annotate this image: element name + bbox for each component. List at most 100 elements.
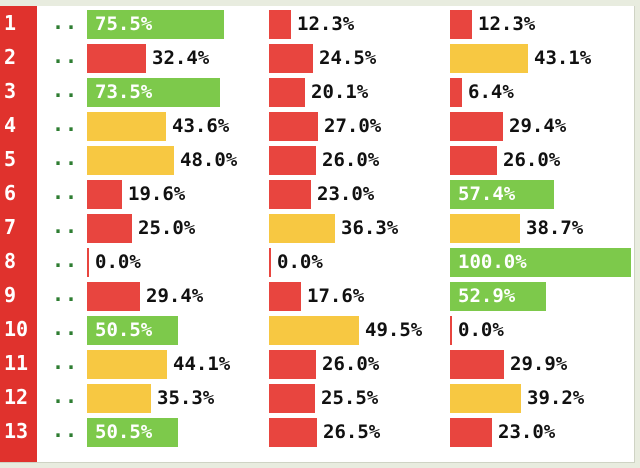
percent-label: 0.0% bbox=[458, 319, 504, 341]
percent-bar bbox=[450, 10, 472, 39]
table-row: 3.. 73.5% 20.1% 6.4% bbox=[0, 75, 634, 109]
percent-label: 12.3% bbox=[478, 13, 536, 35]
percent-cell: 17.6% bbox=[269, 282, 450, 311]
percent-cell: 38.7% bbox=[450, 214, 631, 243]
percent-label: 49.5% bbox=[365, 319, 423, 341]
row-number: 4 bbox=[4, 113, 17, 137]
percent-bar bbox=[450, 214, 520, 243]
percent-bar bbox=[87, 146, 174, 175]
percent-label: 48.0% bbox=[180, 149, 238, 171]
percent-cell: 29.9% bbox=[450, 350, 631, 379]
row-dots: .. bbox=[52, 418, 79, 442]
percent-cell: 43.1% bbox=[450, 44, 631, 73]
percent-bar bbox=[269, 214, 335, 243]
row-number: 1 bbox=[4, 11, 17, 35]
percent-label: 100.0% bbox=[458, 251, 527, 273]
percent-bar bbox=[450, 418, 492, 447]
percent-bar bbox=[450, 350, 504, 379]
percent-bar bbox=[450, 44, 528, 73]
table-row: 10.. 50.5% 49.5% 0.0% bbox=[0, 313, 634, 347]
percent-label: 6.4% bbox=[468, 81, 514, 103]
percent-label: 36.3% bbox=[341, 217, 399, 239]
percent-cell: 29.4% bbox=[87, 282, 268, 311]
table-row: 7.. 25.0% 36.3% 38.7% bbox=[0, 211, 634, 245]
percent-label: 0.0% bbox=[277, 251, 323, 273]
percent-cell: 12.3% bbox=[269, 10, 450, 39]
percent-cell: 35.3% bbox=[87, 384, 268, 413]
table-row: 5.. 48.0% 26.0% 26.0% bbox=[0, 143, 634, 177]
percent-label: 38.7% bbox=[526, 217, 584, 239]
percent-bar bbox=[87, 10, 224, 39]
percent-label: 12.3% bbox=[297, 13, 355, 35]
percent-bar bbox=[269, 10, 291, 39]
percent-cell: 25.5% bbox=[269, 384, 450, 413]
row-number: 8 bbox=[4, 249, 17, 273]
percent-bar bbox=[87, 78, 220, 107]
percent-cell: 50.5% bbox=[87, 316, 268, 345]
percent-label: 26.0% bbox=[503, 149, 561, 171]
row-dots: .. bbox=[52, 180, 79, 204]
row-number: 9 bbox=[4, 283, 17, 307]
percent-cell: 26.5% bbox=[269, 418, 450, 447]
row-number: 12 bbox=[4, 385, 29, 409]
percent-label: 39.2% bbox=[527, 387, 585, 409]
percent-label: 44.1% bbox=[173, 353, 231, 375]
results-table: 1.. 75.5% 12.3% 12.3% 2.. 32.4% 24.5% 43.1% 3.. 7… bbox=[0, 6, 635, 463]
percent-label: 50.5% bbox=[95, 421, 153, 443]
percent-label: 52.9% bbox=[458, 285, 516, 307]
percent-cell: 44.1% bbox=[87, 350, 268, 379]
percent-cell: 32.4% bbox=[87, 44, 268, 73]
row-number: 2 bbox=[4, 45, 17, 69]
percent-bar bbox=[87, 180, 122, 209]
percent-cell: 57.4% bbox=[450, 180, 631, 209]
row-number: 10 bbox=[4, 317, 29, 341]
percent-cell: 75.5% bbox=[87, 10, 268, 39]
table-row: 11.. 44.1% 26.0% 29.9% bbox=[0, 347, 634, 381]
table-row: 2.. 32.4% 24.5% 43.1% bbox=[0, 41, 634, 75]
percent-cell: 23.0% bbox=[450, 418, 631, 447]
percent-label: 25.5% bbox=[321, 387, 379, 409]
percent-label: 20.1% bbox=[311, 81, 369, 103]
percent-label: 23.0% bbox=[317, 183, 375, 205]
percent-cell: 49.5% bbox=[269, 316, 450, 345]
percent-label: 50.5% bbox=[95, 319, 153, 341]
percent-cell: 43.6% bbox=[87, 112, 268, 141]
percent-bar bbox=[269, 112, 318, 141]
percent-bar bbox=[450, 78, 462, 107]
percent-label: 29.4% bbox=[146, 285, 204, 307]
percent-bar bbox=[87, 316, 178, 345]
table-row: 6.. 19.6% 23.0% 57.4% bbox=[0, 177, 634, 211]
percent-cell: 48.0% bbox=[87, 146, 268, 175]
percent-bar bbox=[87, 418, 178, 447]
percent-cell: 6.4% bbox=[450, 78, 631, 107]
percent-label: 17.6% bbox=[307, 285, 365, 307]
percent-cell: 0.0% bbox=[87, 248, 268, 277]
percent-bar bbox=[87, 44, 146, 73]
percent-bar bbox=[87, 248, 89, 277]
percent-bar bbox=[450, 180, 554, 209]
row-dots: .. bbox=[52, 44, 79, 68]
percent-cell: 26.0% bbox=[450, 146, 631, 175]
percent-label: 35.3% bbox=[157, 387, 215, 409]
percent-cell: 25.0% bbox=[87, 214, 268, 243]
percent-cell: 26.0% bbox=[269, 350, 450, 379]
percent-bar bbox=[269, 248, 271, 277]
row-dots: .. bbox=[52, 112, 79, 136]
percent-bar bbox=[87, 282, 140, 311]
percent-cell: 36.3% bbox=[269, 214, 450, 243]
percent-label: 25.0% bbox=[138, 217, 196, 239]
percent-label: 23.0% bbox=[498, 421, 556, 443]
table-row: 1.. 75.5% 12.3% 12.3% bbox=[0, 7, 634, 41]
row-number-strip bbox=[0, 6, 37, 462]
percent-label: 43.6% bbox=[172, 115, 230, 137]
row-dots: .. bbox=[52, 384, 79, 408]
percent-label: 29.9% bbox=[510, 353, 568, 375]
percent-bar bbox=[450, 112, 503, 141]
percent-cell: 100.0% bbox=[450, 248, 631, 277]
percent-label: 27.0% bbox=[324, 115, 382, 137]
row-dots: .. bbox=[52, 248, 79, 272]
row-dots: .. bbox=[52, 146, 79, 170]
row-dots: .. bbox=[52, 78, 79, 102]
row-number: 7 bbox=[4, 215, 17, 239]
row-dots: .. bbox=[52, 316, 79, 340]
